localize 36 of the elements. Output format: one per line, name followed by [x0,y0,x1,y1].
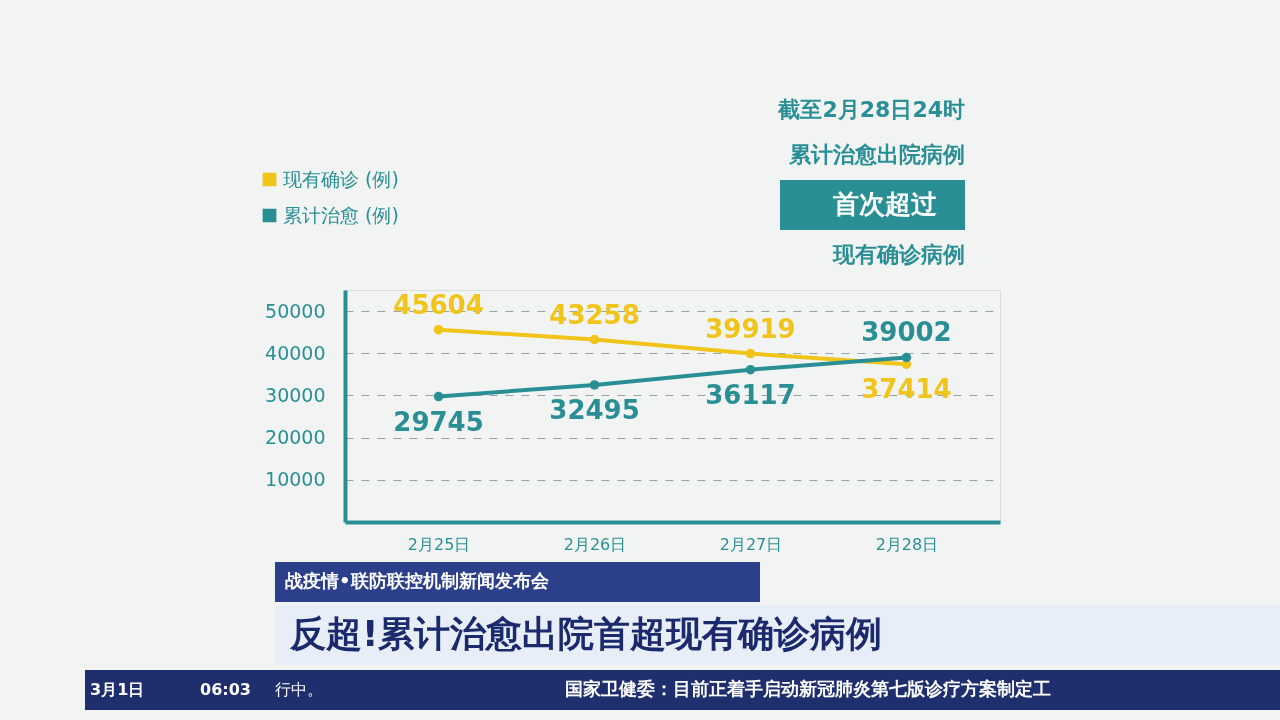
data-label: 32495 [549,394,640,425]
text: 现有确诊病例 [832,242,965,267]
legend-label: 累计治愈 (例) [283,203,399,226]
point [589,334,600,345]
data-label: 39002 [861,317,952,348]
text: 3月1日 [90,680,145,699]
data-label: 29745 [393,406,484,437]
text: 战疫情•联防联控机制新闻发布会 [285,570,550,591]
point [745,364,756,375]
x-tick-label: 2月27日 [719,534,783,554]
text: 反超!累计治愈出院首超现有确诊病例 [289,613,883,654]
data-label: 43258 [549,299,640,330]
y-tick-label: 20000 [265,426,326,449]
text: 首次超过 [832,189,937,219]
point [901,352,912,363]
text: 行中。 [275,680,323,699]
legend-label: 现有确诊 (例) [283,167,399,190]
text: 国家卫健委：目前正着手启动新冠肺炎第七版诊疗方案制定工 [565,678,1051,699]
point [745,348,756,359]
x-tick-label: 2月26日 [563,534,627,554]
y-tick-label: 50000 [265,299,326,322]
data-label: 39919 [705,313,796,344]
y-tick-label: 40000 [265,341,326,364]
point [433,391,444,402]
point [433,324,444,335]
text: 累计治愈出院病例 [788,142,965,167]
data-label: 37414 [861,374,952,405]
x-tick-label: 2月28日 [875,534,939,554]
text: 截至2月28日24时 [777,97,965,122]
data-label: 45604 [393,289,484,320]
y-tick-label: 30000 [265,383,326,406]
point [589,380,600,390]
x-tick-label: 2月25日 [407,534,471,554]
y-tick-label: 10000 [265,468,326,491]
data-label: 36117 [705,379,796,410]
text: 06:03 [200,680,251,699]
